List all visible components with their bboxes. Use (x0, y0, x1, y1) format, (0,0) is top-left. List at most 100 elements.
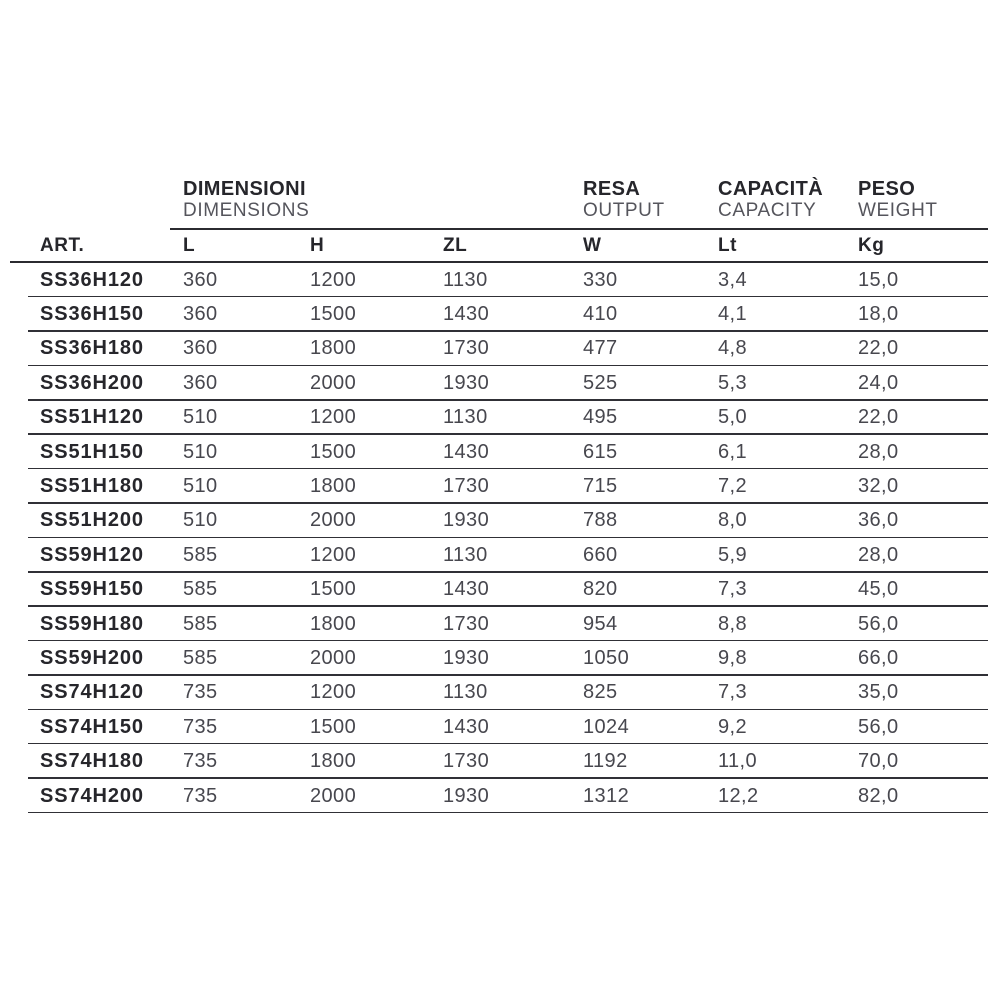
product-spec-table: DIMENSIONI DIMENSIONS RESA OUTPUT CAPACI… (10, 176, 988, 814)
value-cell: 32,0 (858, 475, 899, 498)
value-cell: 56,0 (858, 715, 899, 738)
value-cell: 495 (583, 406, 618, 429)
table-row: SS74H180 735 1800 1730 1192 11,0 70,0 (10, 744, 988, 780)
table-row: SS51H150 510 1500 1430 615 6,1 28,0 (10, 435, 988, 470)
value-cell: 330 (583, 268, 618, 291)
column-header-lt: Lt (718, 234, 737, 256)
article-cell: SS51H180 (40, 475, 144, 498)
value-cell: 1430 (443, 715, 490, 738)
article-cell: SS36H120 (40, 268, 144, 291)
value-cell: 585 (183, 646, 218, 669)
group-subtitle: CAPACITY (718, 200, 817, 221)
table-row: SS59H120 585 1200 1130 660 5,9 28,0 (10, 538, 988, 573)
column-group-header-row: DIMENSIONI DIMENSIONS RESA OUTPUT CAPACI… (10, 176, 988, 228)
value-cell: 7,2 (718, 475, 748, 498)
value-cell: 28,0 (858, 440, 899, 463)
value-cell: 45,0 (858, 578, 899, 601)
value-cell: 1430 (443, 578, 490, 601)
value-cell: 22,0 (858, 337, 899, 360)
value-cell: 477 (583, 337, 618, 360)
value-cell: 1200 (310, 268, 357, 291)
value-cell: 1930 (443, 646, 490, 669)
column-header-zl: ZL (443, 234, 468, 256)
group-title: PESO (858, 178, 916, 200)
value-cell: 1200 (310, 406, 357, 429)
value-cell: 1130 (443, 681, 488, 704)
value-cell: 7,3 (718, 681, 748, 704)
value-cell: 12,2 (718, 784, 759, 807)
value-cell: 1730 (443, 750, 490, 773)
value-cell: 8,8 (718, 612, 748, 635)
value-cell: 1500 (310, 578, 357, 601)
table-row: SS74H120 735 1200 1130 825 7,3 35,0 (10, 676, 988, 711)
article-cell: SS36H180 (40, 337, 144, 360)
value-cell: 1730 (443, 337, 490, 360)
value-cell: 1050 (583, 646, 630, 669)
value-cell: 9,2 (718, 715, 748, 738)
table-row: SS59H200 585 2000 1930 1050 9,8 66,0 (10, 641, 988, 677)
value-cell: 1500 (310, 715, 357, 738)
value-cell: 1130 (443, 406, 488, 429)
table-row: SS36H150 360 1500 1430 410 4,1 18,0 (10, 297, 988, 333)
value-cell: 1930 (443, 509, 490, 532)
table-row: SS36H120 360 1200 1130 330 3,4 15,0 (10, 263, 988, 298)
value-cell: 1130 (443, 543, 488, 566)
table-row: SS36H200 360 2000 1930 525 5,3 24,0 (10, 366, 988, 401)
table-row: SS59H150 585 1500 1430 820 7,3 45,0 (10, 573, 988, 608)
value-cell: 5,9 (718, 543, 748, 566)
value-cell: 510 (183, 440, 218, 463)
value-cell: 82,0 (858, 784, 899, 807)
value-cell: 1800 (310, 475, 357, 498)
table-row: SS51H180 510 1800 1730 715 7,2 32,0 (10, 469, 988, 505)
value-cell: 1800 (310, 750, 357, 773)
value-cell: 9,8 (718, 646, 748, 669)
value-cell: 585 (183, 612, 218, 635)
article-cell: SS74H120 (40, 681, 144, 704)
value-cell: 1024 (583, 715, 630, 738)
value-cell: 360 (183, 268, 218, 291)
article-cell: SS36H200 (40, 371, 144, 394)
value-cell: 510 (183, 406, 218, 429)
value-cell: 715 (583, 475, 618, 498)
value-cell: 1312 (583, 784, 630, 807)
table-row: SS36H180 360 1800 1730 477 4,8 22,0 (10, 332, 988, 367)
column-header-h: H (310, 234, 325, 256)
value-cell: 954 (583, 612, 618, 635)
value-cell: 6,1 (718, 440, 748, 463)
group-title: DIMENSIONI (183, 178, 306, 200)
group-subtitle: OUTPUT (583, 200, 665, 221)
value-cell: 22,0 (858, 406, 899, 429)
value-cell: 660 (583, 543, 618, 566)
value-cell: 735 (183, 750, 218, 773)
value-cell: 585 (183, 543, 218, 566)
value-cell: 510 (183, 475, 218, 498)
value-cell: 1200 (310, 543, 357, 566)
article-cell: SS51H120 (40, 406, 144, 429)
value-cell: 5,3 (718, 371, 748, 394)
value-cell: 820 (583, 578, 618, 601)
value-cell: 1130 (443, 268, 488, 291)
value-cell: 1730 (443, 475, 490, 498)
column-header-row: ART. L H ZL W Lt Kg (10, 230, 988, 263)
value-cell: 1800 (310, 337, 357, 360)
value-cell: 1430 (443, 440, 490, 463)
column-header-l: L (183, 234, 196, 256)
value-cell: 1430 (443, 303, 490, 326)
table-row: SS51H120 510 1200 1130 495 5,0 22,0 (10, 401, 988, 436)
column-header-art: ART. (40, 234, 85, 256)
group-capacity: CAPACITÀ CAPACITY (718, 176, 858, 228)
article-cell: SS51H150 (40, 440, 144, 463)
value-cell: 1930 (443, 784, 490, 807)
value-cell: 28,0 (858, 543, 899, 566)
value-cell: 2000 (310, 509, 357, 532)
value-cell: 4,8 (718, 337, 748, 360)
value-cell: 360 (183, 371, 218, 394)
value-cell: 1930 (443, 371, 490, 394)
value-cell: 735 (183, 784, 218, 807)
value-cell: 735 (183, 715, 218, 738)
article-cell: SS59H150 (40, 578, 144, 601)
value-cell: 18,0 (858, 303, 899, 326)
value-cell: 585 (183, 578, 218, 601)
article-cell: SS59H120 (40, 543, 144, 566)
